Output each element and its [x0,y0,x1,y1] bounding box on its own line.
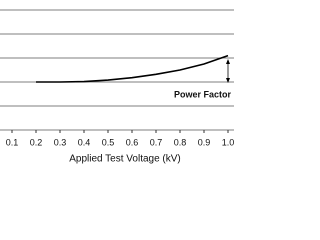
x-tick-label: 0.5 [102,137,115,147]
chart: Applied Test Voltage (kV) Power Factor 0… [0,9,234,165]
x-axis-label: Applied Test Voltage (kV) [69,154,181,165]
x-tick-label: 0.4 [78,137,91,147]
x-tick-label: 0.7 [150,137,163,147]
x-tick-label: 0.2 [30,137,43,147]
x-tick-label: 1.0 [222,137,234,147]
x-tick-label: 0.3 [54,137,67,147]
line [36,54,229,83]
x-tick-label: 0.9 [198,137,211,147]
arrow-head [226,59,230,83]
x-tick-label: 0.1 [6,137,19,147]
annotation: Power Factor [174,89,232,99]
x-tick-label: 0.8 [174,137,187,147]
x-tick-label: 0.6 [126,137,139,147]
